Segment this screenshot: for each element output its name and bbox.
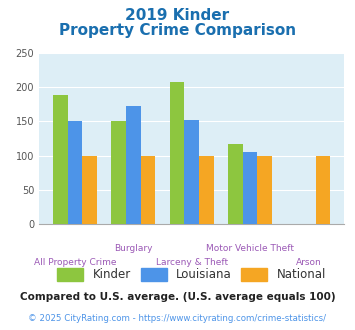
Bar xyxy=(67,121,82,224)
Text: © 2025 CityRating.com - https://www.cityrating.com/crime-statistics/: © 2025 CityRating.com - https://www.city… xyxy=(28,314,327,323)
Text: All Property Crime: All Property Crime xyxy=(34,258,116,267)
Bar xyxy=(141,156,155,224)
Bar xyxy=(228,144,243,224)
Text: Property Crime Comparison: Property Crime Comparison xyxy=(59,23,296,38)
Bar xyxy=(257,156,272,224)
Bar xyxy=(126,106,141,224)
Bar xyxy=(82,156,97,224)
Text: Arson: Arson xyxy=(296,258,321,267)
Legend: Kinder, Louisiana, National: Kinder, Louisiana, National xyxy=(58,268,326,281)
Bar xyxy=(170,82,184,224)
Text: Larceny & Theft: Larceny & Theft xyxy=(155,258,228,267)
Text: Burglary: Burglary xyxy=(114,244,153,253)
Bar xyxy=(243,152,257,224)
Bar xyxy=(199,156,214,224)
Bar xyxy=(53,95,67,224)
Text: Motor Vehicle Theft: Motor Vehicle Theft xyxy=(206,244,294,253)
Bar xyxy=(111,121,126,224)
Bar xyxy=(184,120,199,224)
Text: Compared to U.S. average. (U.S. average equals 100): Compared to U.S. average. (U.S. average … xyxy=(20,292,335,302)
Text: 2019 Kinder: 2019 Kinder xyxy=(125,8,230,23)
Bar xyxy=(316,156,331,224)
